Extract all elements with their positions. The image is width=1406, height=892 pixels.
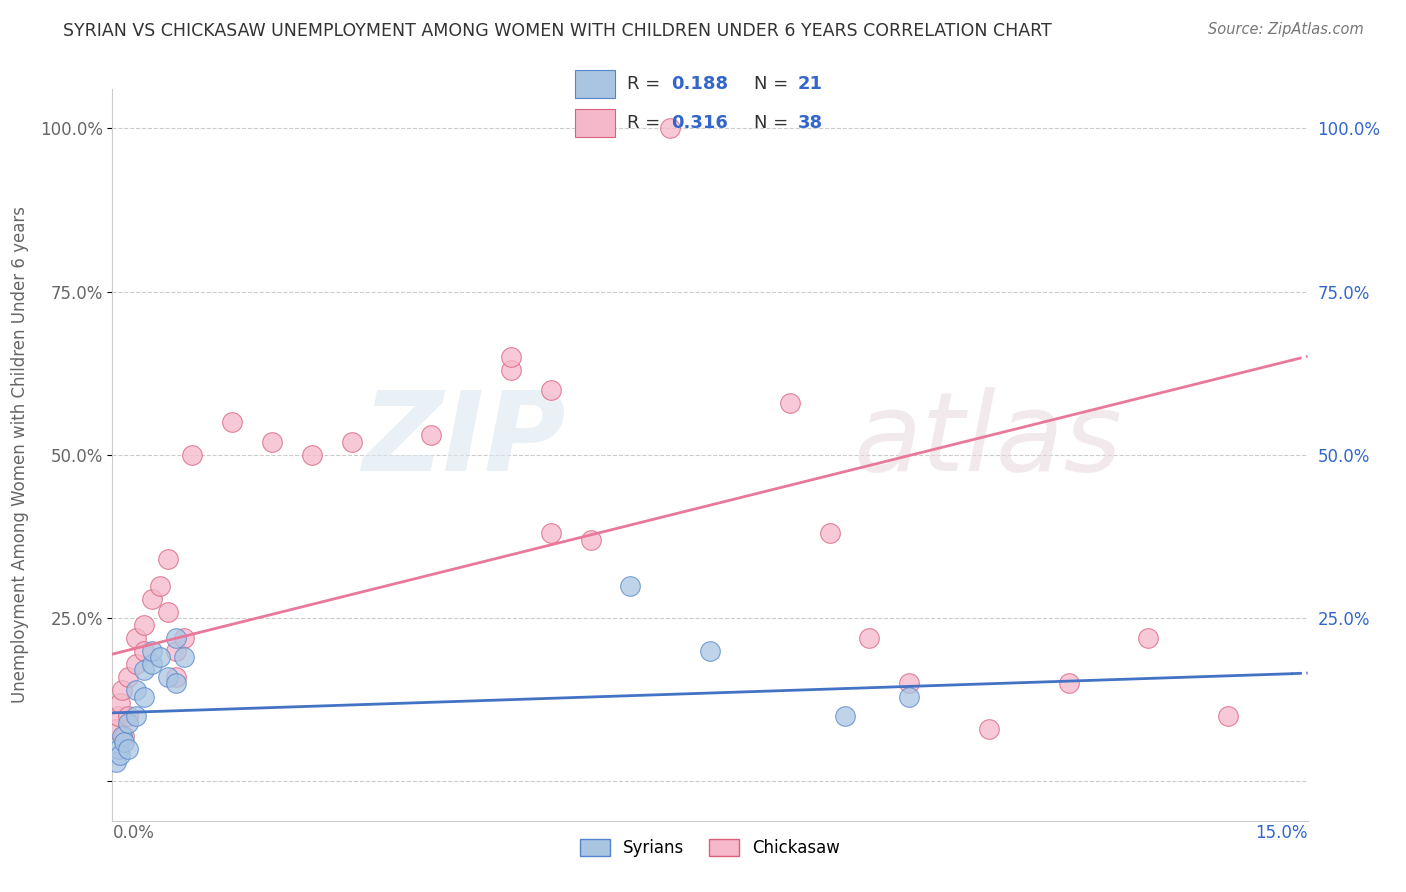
Point [779, 395, 801, 409]
Point [111, 729, 134, 743]
Point [117, 715, 139, 730]
Point [110, 696, 132, 710]
Point [579, 533, 602, 547]
Point [818, 526, 841, 541]
Point [141, 657, 163, 671]
Point [540, 526, 562, 541]
Point [134, 690, 156, 704]
Point [619, 578, 641, 592]
Point [165, 676, 187, 690]
Y-axis label: Unemployment Among Women with Children Under 6 years: Unemployment Among Women with Children U… [11, 206, 28, 704]
Point [125, 631, 148, 645]
Point [165, 644, 187, 658]
Point [108, 741, 131, 756]
Text: 0.188: 0.188 [671, 75, 728, 93]
Point [110, 748, 132, 763]
Text: N =: N = [754, 114, 794, 132]
Point [420, 428, 443, 442]
Point [301, 448, 323, 462]
Point [499, 363, 522, 377]
Text: SYRIAN VS CHICKASAW UNEMPLOYMENT AMONG WOMEN WITH CHILDREN UNDER 6 YEARS CORRELA: SYRIAN VS CHICKASAW UNEMPLOYMENT AMONG W… [63, 22, 1052, 40]
Point [1057, 676, 1080, 690]
Point [898, 676, 921, 690]
Point [540, 383, 562, 397]
Point [141, 644, 163, 658]
Point [157, 670, 180, 684]
Point [1137, 631, 1160, 645]
Point [111, 683, 134, 698]
Point [117, 709, 139, 723]
Point [181, 448, 204, 462]
Point [125, 657, 148, 671]
Point [125, 709, 148, 723]
Text: N =: N = [754, 75, 794, 93]
Text: 0.0%: 0.0% [112, 824, 155, 842]
Point [165, 631, 187, 645]
Bar [575, 109, 614, 137]
Point [105, 755, 128, 769]
Point [173, 631, 195, 645]
Legend: Syrians, Chickasaw: Syrians, Chickasaw [574, 832, 846, 863]
Point [499, 350, 522, 364]
Point [157, 605, 180, 619]
Point [107, 709, 129, 723]
Point [165, 670, 187, 684]
Point [699, 644, 721, 658]
Point [114, 735, 135, 749]
Point [141, 591, 163, 606]
Point [834, 709, 856, 723]
Text: 21: 21 [797, 75, 823, 93]
Point [659, 121, 682, 136]
Text: atlas: atlas [853, 387, 1122, 494]
Point [173, 650, 195, 665]
Point [221, 415, 243, 429]
Point [1216, 709, 1239, 723]
Text: R =: R = [627, 114, 666, 132]
Point [977, 723, 1000, 737]
Text: ZIP: ZIP [363, 387, 567, 494]
Point [340, 434, 363, 449]
Point [898, 690, 921, 704]
Point [114, 729, 135, 743]
Point [134, 617, 156, 632]
Point [134, 664, 156, 678]
Point [117, 741, 139, 756]
Text: R =: R = [627, 75, 666, 93]
Point [260, 434, 283, 449]
Point [149, 578, 172, 592]
Text: 0.316: 0.316 [671, 114, 727, 132]
Point [105, 723, 128, 737]
Point [134, 644, 156, 658]
Text: 38: 38 [797, 114, 823, 132]
Bar [575, 70, 614, 98]
Text: Source: ZipAtlas.com: Source: ZipAtlas.com [1208, 22, 1364, 37]
Point [125, 683, 148, 698]
Text: 15.0%: 15.0% [1256, 824, 1308, 842]
Point [149, 650, 172, 665]
Point [157, 552, 180, 566]
Point [117, 670, 139, 684]
Point [858, 631, 880, 645]
